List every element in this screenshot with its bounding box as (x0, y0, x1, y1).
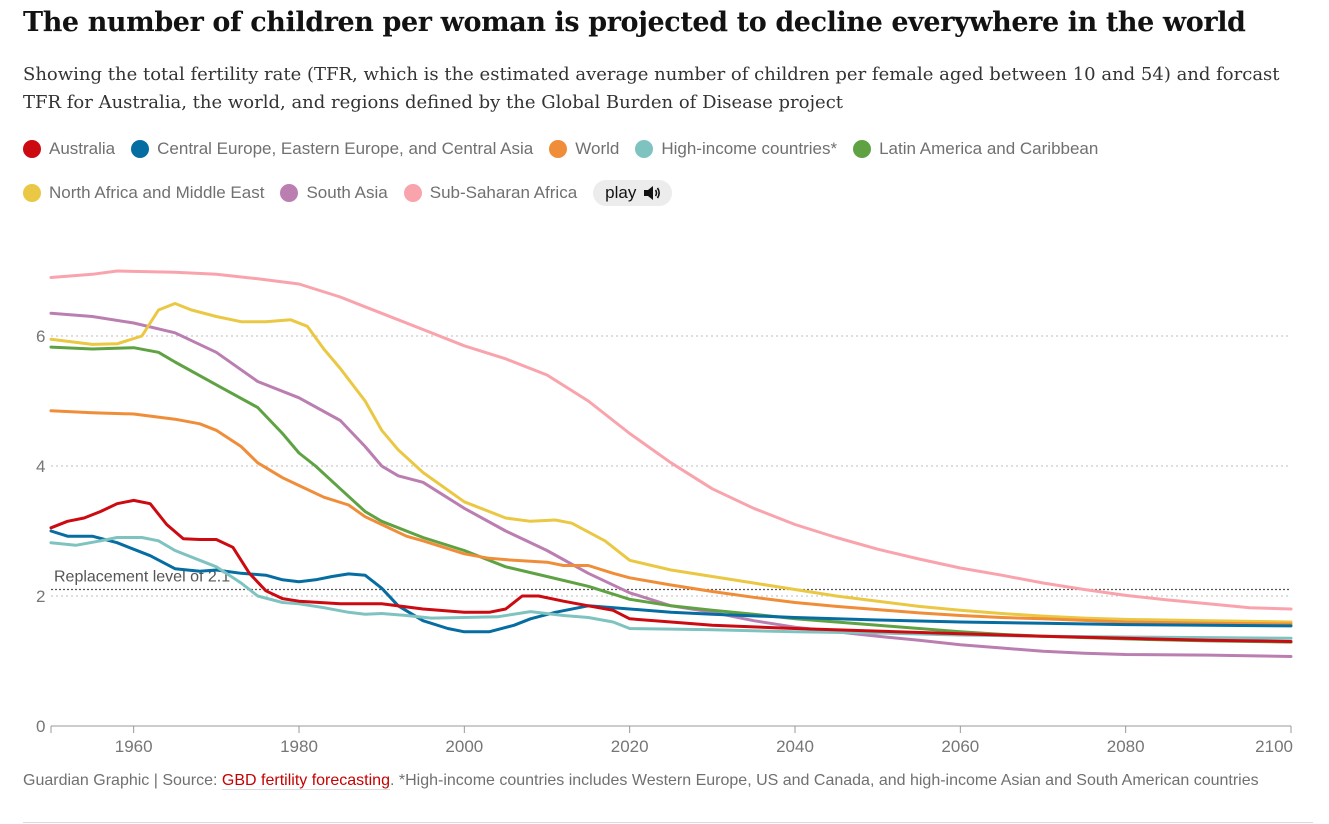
legend-item-south-asia: South Asia (280, 180, 388, 206)
series-line-high-income-countries (49, 536, 1293, 640)
legend-item-world: World (549, 136, 619, 162)
legend-item-north-africa: North Africa and Middle East (23, 180, 264, 206)
legend-item-sub-saharan: Sub-Saharan Africa (403, 180, 578, 206)
legend-swatch-south-asia (280, 184, 299, 202)
footer-source-prefix: Guardian Graphic | Source: (23, 772, 222, 789)
y-tick-label-0: 0 (36, 717, 45, 736)
chart-subtitle: Showing the total fertility rate (TFR, w… (23, 64, 1280, 113)
footer: Guardian Graphic | Source: GBD fertility… (23, 769, 1283, 793)
source-link[interactable]: GBD fertility forecasting (221, 772, 390, 790)
legend-label-north-africa: North Africa and Middle East (49, 183, 265, 202)
legend-label-sub-saharan: Sub-Saharan Africa (429, 183, 578, 202)
x-tick-label-1960: 1960 (115, 737, 153, 756)
legend-swatch-central-europe (131, 140, 150, 158)
axes: 0 2 4 6 1960 1980 2000 2020 2040 2060 2080 2100 (36, 327, 1293, 756)
legend-swatch-high-income (635, 140, 654, 158)
play-button[interactable]: play (593, 180, 673, 206)
footer-note: . *High-income countries includes Wester… (389, 772, 1259, 789)
replacement-level-label: Replacement level of 2.1 (54, 569, 230, 586)
x-tick-label-2040: 2040 (776, 737, 814, 756)
speaker-icon (644, 186, 661, 200)
x-tick-label-2020: 2020 (611, 737, 649, 756)
legend-item-latin-america: Latin America and Caribbean (853, 136, 1098, 162)
legend-swatch-australia (23, 140, 41, 158)
legend-swatch-sub-saharan (403, 184, 422, 202)
series-line-sub-saharan-africa (49, 269, 1293, 611)
legend-label-latin-america: Latin America and Caribbean (879, 139, 1099, 158)
series-lines (49, 269, 1293, 658)
chart-title: The number of children per woman is proj… (23, 7, 1246, 38)
footer-divider (23, 822, 1313, 823)
series-line-central-europe-eastern-europe-and-central-asia (49, 529, 1293, 634)
x-tick-label-1980: 1980 (280, 737, 318, 756)
y-tick-label-6: 6 (36, 327, 45, 346)
legend-label-world: World (575, 139, 620, 158)
chart: Replacement level of 2.1 0 2 4 6 1960 1980 200… (36, 269, 1293, 756)
legend-label-south-asia: South Asia (306, 183, 388, 202)
legend-swatch-latin-america (853, 140, 872, 158)
legend: Australia Central Europe, Eastern Europe… (23, 136, 1273, 206)
series-line-south-asia (49, 311, 1293, 658)
legend-label-australia: Australia (49, 139, 116, 158)
x-tick-label-2000: 2000 (445, 737, 483, 756)
series-line-north-africa-and-middle-east (49, 302, 1293, 624)
x-tick-label-2100: 2100 (1255, 737, 1293, 756)
x-tick-label-2080: 2080 (1107, 737, 1145, 756)
grid-lines (51, 335, 1291, 597)
legend-swatch-world (549, 140, 568, 158)
y-tick-label-4: 4 (36, 457, 45, 476)
play-label: play (605, 183, 637, 202)
legend-label-high-income: High-income countries* (661, 139, 838, 158)
legend-item-central-europe: Central Europe, Eastern Europe, and Cent… (131, 136, 533, 162)
series-line-latin-america-and-caribbean (49, 345, 1293, 644)
legend-item-high-income: High-income countries* (635, 136, 837, 162)
series-line-world (49, 409, 1293, 626)
x-tick-label-2060: 2060 (941, 737, 979, 756)
legend-swatch-north-africa (23, 184, 41, 202)
y-tick-label-2: 2 (36, 587, 45, 606)
series-line-australia (49, 498, 1293, 643)
legend-item-australia: Australia (23, 136, 115, 162)
legend-label-central-europe: Central Europe, Eastern Europe, and Cent… (157, 139, 534, 158)
